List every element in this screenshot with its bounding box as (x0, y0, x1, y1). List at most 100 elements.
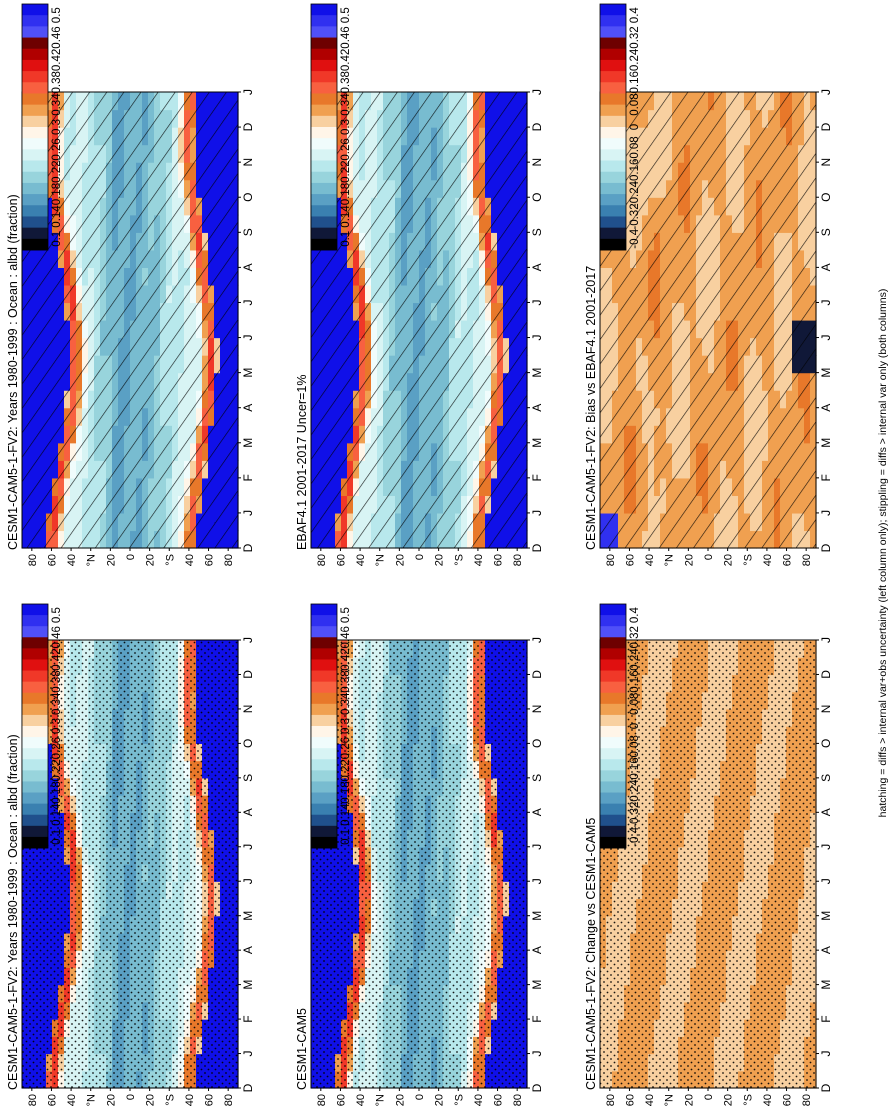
latitude-tick-label: 0 (125, 1094, 137, 1100)
month-tick-label: A (530, 404, 544, 412)
month-tick-label: D (819, 122, 833, 131)
month-tick-label: J (530, 878, 544, 884)
latitude-tick-label: 20 (723, 554, 735, 566)
latitude-tick-label: 80 (605, 554, 617, 566)
month-tick-label: O (241, 193, 255, 202)
month-tick-label: F (819, 474, 833, 481)
panel-title: CESM1-CAM5-1-FV2: Years 1980-1999 : Ocea… (6, 734, 20, 1090)
month-tick-label: A (530, 946, 544, 954)
month-tick-label: N (241, 158, 255, 167)
latitude-tick-label: 0 (414, 1094, 426, 1100)
month-tick-label: D (819, 543, 833, 552)
latitude-tick-label: 20 (145, 554, 157, 566)
latitude-tick-label: 60 (204, 1094, 216, 1106)
month-tick-label: D (530, 670, 544, 679)
latitude-tick-label: 80 (223, 554, 235, 566)
latitude-tick-label: 80 (316, 1094, 328, 1106)
latitude-tick-label: °N (375, 554, 387, 566)
month-tick-label: S (819, 228, 833, 236)
latitude-tick-label: °N (86, 1094, 98, 1106)
latitude-tick-label: 60 (46, 1094, 58, 1106)
month-tick-label: M (819, 438, 833, 448)
month-tick-label: S (241, 228, 255, 236)
month-tick-label: J (530, 637, 544, 643)
month-tick-label: N (241, 705, 255, 714)
month-tick-label: O (819, 193, 833, 202)
latitude-tick-label: 0 (125, 554, 137, 560)
month-tick-label: O (530, 739, 544, 748)
latitude-tick-label: 40 (473, 1094, 485, 1106)
latitude-tick-label: 60 (204, 554, 216, 566)
stippling-overlay (22, 640, 238, 1088)
latitude-tick-label: 60 (46, 554, 58, 566)
month-tick-label: A (241, 263, 255, 271)
month-tick-label: J (530, 510, 544, 516)
latitude-tick-label: 40 (644, 554, 656, 566)
latitude-tick-label: 40 (473, 554, 485, 566)
latitude-tick-label: 60 (624, 554, 636, 566)
month-tick-label: O (530, 193, 544, 202)
month-tick-label: J (241, 299, 255, 305)
month-tick-label: A (819, 404, 833, 412)
latitude-tick-label: °N (86, 554, 98, 566)
latitude-tick-label: 80 (223, 1094, 235, 1106)
latitude-tick-label: 20 (105, 1094, 117, 1106)
latitude-tick-label: 60 (335, 1094, 347, 1106)
latitude-tick-label: °S (164, 1094, 176, 1106)
month-tick-label: A (530, 263, 544, 271)
month-tick-label: D (241, 670, 255, 679)
month-tick-label: F (530, 474, 544, 481)
month-tick-label: A (819, 263, 833, 271)
panel-title: CESM1-CAM5 (295, 1008, 309, 1090)
month-tick-label: J (530, 335, 544, 341)
month-tick-label: S (530, 774, 544, 782)
latitude-tick-label: 60 (493, 1094, 505, 1106)
latitude-tick-label: 40 (184, 554, 196, 566)
month-tick-label: J (241, 335, 255, 341)
month-tick-label: J (241, 844, 255, 850)
month-tick-label: D (241, 122, 255, 131)
month-tick-label: J (530, 89, 544, 95)
month-tick-label: N (530, 158, 544, 167)
latitude-tick-label: °S (164, 554, 176, 566)
latitude-tick-label: 20 (394, 554, 406, 566)
month-tick-label: J (530, 299, 544, 305)
month-tick-label: D (241, 1083, 255, 1092)
month-tick-label: M (530, 911, 544, 921)
month-tick-label: S (530, 228, 544, 236)
month-tick-label: A (530, 808, 544, 816)
month-tick-label: F (241, 474, 255, 481)
latitude-tick-label: °N (375, 1094, 387, 1106)
month-tick-label: M (241, 368, 255, 378)
month-tick-label: D (530, 122, 544, 131)
month-tick-label: S (241, 774, 255, 782)
latitude-tick-label: 20 (145, 1094, 157, 1106)
month-tick-label: J (819, 335, 833, 341)
month-tick-label: F (530, 1015, 544, 1022)
latitude-tick-label: 40 (355, 1094, 367, 1106)
month-tick-label: J (530, 1051, 544, 1057)
month-tick-label: J (819, 510, 833, 516)
month-tick-label: M (530, 368, 544, 378)
month-tick-label: M (241, 911, 255, 921)
month-tick-label: J (241, 510, 255, 516)
month-tick-label: J (241, 878, 255, 884)
month-tick-label: M (819, 368, 833, 378)
month-tick-label: A (241, 808, 255, 816)
panels-group: D J F M A M J J A S O N D J 80 60 40 °N 20 0 20 °S 40 60 80 CESM1… (6, 89, 833, 1106)
latitude-tick-label: 40 (762, 554, 774, 566)
month-tick-label: D (241, 543, 255, 552)
latitude-tick-label: °S (453, 554, 465, 566)
latitude-tick-label: 40 (66, 554, 78, 566)
latitude-tick-label: °N (664, 554, 676, 566)
stippling-overlay (311, 640, 527, 1088)
latitude-tick-label: 20 (434, 1094, 446, 1106)
month-tick-label: N (530, 705, 544, 714)
latitude-tick-label: 80 (316, 554, 328, 566)
latitude-tick-label: °S (742, 554, 754, 566)
month-tick-label: D (530, 1083, 544, 1092)
